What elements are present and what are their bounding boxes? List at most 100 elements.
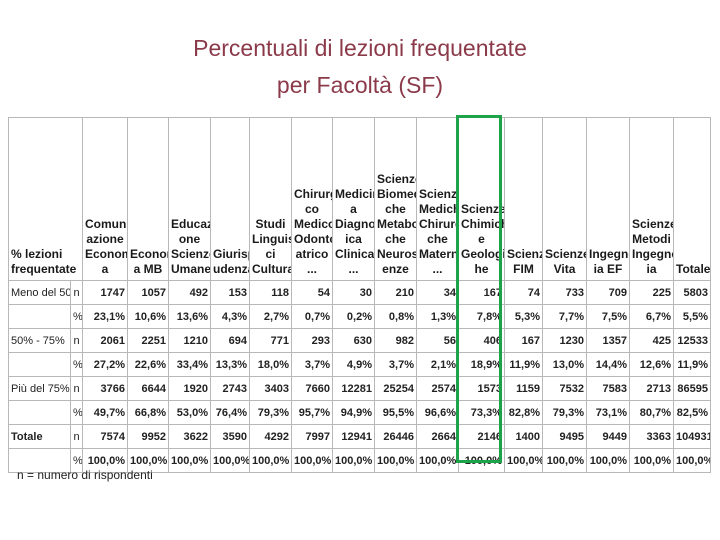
attendance-table: % lezioni frequentateComunic azione Econ… — [8, 117, 711, 473]
row-measure-label: n — [70, 280, 83, 305]
column-header: Scienze Biomedi che Metaboli che Neurosc… — [374, 117, 417, 281]
table-cell: 1210 — [168, 328, 211, 353]
row-measure-label: % — [70, 304, 83, 329]
table-cell: 56 — [416, 328, 459, 353]
table-row: Totale n 7574 9952 3622 3590 4292 7997 12941 2644… — [8, 424, 711, 449]
table-cell: 7583 — [586, 376, 630, 401]
table-cell: 100,0% — [168, 448, 211, 473]
table-cell: 94,9% — [332, 400, 375, 425]
table-cell: 167 — [458, 280, 505, 305]
table-cell: 2713 — [629, 376, 674, 401]
table-cell: 4292 — [249, 424, 292, 449]
row-measure-label: % — [70, 400, 83, 425]
column-header: Scienze FIM — [504, 117, 543, 281]
column-header: Totale — [673, 117, 711, 281]
slide-title: Percentuali di lezioni frequentate per F… — [0, 30, 720, 104]
table-cell: 5,5% — [673, 304, 711, 329]
table-cell: 7532 — [542, 376, 587, 401]
title-line-2: per Facoltà (SF) — [276, 72, 444, 98]
row-measure-label: % — [70, 352, 83, 377]
table-cell: 12281 — [332, 376, 375, 401]
column-header: Ingegner ia EF — [586, 117, 630, 281]
table-cell: 100,0% — [458, 448, 505, 473]
table-cell: 425 — [629, 328, 674, 353]
table-cell: 0,8% — [374, 304, 417, 329]
table-cell: 2251 — [127, 328, 169, 353]
row-group-label — [8, 448, 71, 473]
column-header: Educazi one Scienze Umane — [168, 117, 211, 281]
table-cell: 4,3% — [210, 304, 250, 329]
column-header: Scienze Mediche Chirurgi che Materno ... — [416, 117, 459, 281]
table-cell: 13,3% — [210, 352, 250, 377]
table-cell: 79,3% — [542, 400, 587, 425]
table-cell: 7,7% — [542, 304, 587, 329]
table-row: Meno del 50%n174710574921531185430210341… — [8, 280, 711, 305]
table-cell: 12941 — [332, 424, 375, 449]
table-cell: 5803 — [673, 280, 711, 305]
table-cell: 30 — [332, 280, 375, 305]
column-header: Scienze Vita — [542, 117, 587, 281]
table-cell: 2743 — [210, 376, 250, 401]
column-header: Economi a MB — [127, 117, 169, 281]
column-header: Comunic azione Economi a — [82, 117, 128, 281]
table-cell: 492 — [168, 280, 211, 305]
column-header: Scienze Metodi Ingegner ia — [629, 117, 674, 281]
row-group-label: Meno del 50% — [8, 280, 71, 305]
table-cell: 1230 — [542, 328, 587, 353]
title-line-1: Percentuali di lezioni frequentate — [193, 35, 527, 61]
table-cell: 12,6% — [629, 352, 674, 377]
table-cell: 100,0% — [586, 448, 630, 473]
table-cell: 26446 — [374, 424, 417, 449]
table-cell: 1400 — [504, 424, 543, 449]
table-cell: 100,0% — [416, 448, 459, 473]
table-cell: 95,5% — [374, 400, 417, 425]
table-cell: 100,0% — [249, 448, 292, 473]
table-cell: 1747 — [82, 280, 128, 305]
attendance-table-container: % lezioni frequentateComunic azione Econ… — [8, 117, 711, 473]
table-cell: 210 — [374, 280, 417, 305]
table-cell: 3363 — [629, 424, 674, 449]
column-header: Medicin a Diagnost ica Clinica ... — [332, 117, 375, 281]
table-cell: 54 — [291, 280, 333, 305]
table-cell: 3590 — [210, 424, 250, 449]
table-cell: 7574 — [82, 424, 128, 449]
table-cell: 1159 — [504, 376, 543, 401]
table-cell: 66,8% — [127, 400, 169, 425]
table-row: Più del 75% n 3766 6644 1920 2743 3403 7660 1228… — [8, 376, 711, 401]
table-cell: 27,2% — [82, 352, 128, 377]
table-cell: 13,0% — [542, 352, 587, 377]
table-cell: 0,7% — [291, 304, 333, 329]
table-cell: 96,6% — [416, 400, 459, 425]
column-header: Giurispr udenza — [210, 117, 250, 281]
table-cell: 9449 — [586, 424, 630, 449]
table-cell: 49,7% — [82, 400, 128, 425]
table-cell: 76,4% — [210, 400, 250, 425]
header-row: % lezioni frequentateComunic azione Econ… — [8, 117, 711, 281]
table-cell: 73,1% — [586, 400, 630, 425]
table-cell: 100,0% — [127, 448, 169, 473]
table-cell: 18,0% — [249, 352, 292, 377]
table-cell: 100,0% — [291, 448, 333, 473]
table-cell: 6,7% — [629, 304, 674, 329]
table-cell: 7997 — [291, 424, 333, 449]
table-cell: 86595 — [673, 376, 711, 401]
table-cell: 630 — [332, 328, 375, 353]
table-cell: 14,4% — [586, 352, 630, 377]
table-cell: 1920 — [168, 376, 211, 401]
row-measure-label: % — [70, 448, 83, 473]
table-cell: 2146 — [458, 424, 505, 449]
table-cell: 2664 — [416, 424, 459, 449]
row-group-label: Totale — [8, 424, 71, 449]
table-cell: 1057 — [127, 280, 169, 305]
table-cell: 82,8% — [504, 400, 543, 425]
table-cell: 33,4% — [168, 352, 211, 377]
row-group-label — [8, 352, 71, 377]
table-cell: 118 — [249, 280, 292, 305]
table-cell: 22,6% — [127, 352, 169, 377]
table-cell: 74 — [504, 280, 543, 305]
table-cell: 7,8% — [458, 304, 505, 329]
row-group-label: Più del 75% — [8, 376, 71, 401]
table-cell: 100,0% — [673, 448, 711, 473]
table-cell: 82,5% — [673, 400, 711, 425]
table-cell: 733 — [542, 280, 587, 305]
